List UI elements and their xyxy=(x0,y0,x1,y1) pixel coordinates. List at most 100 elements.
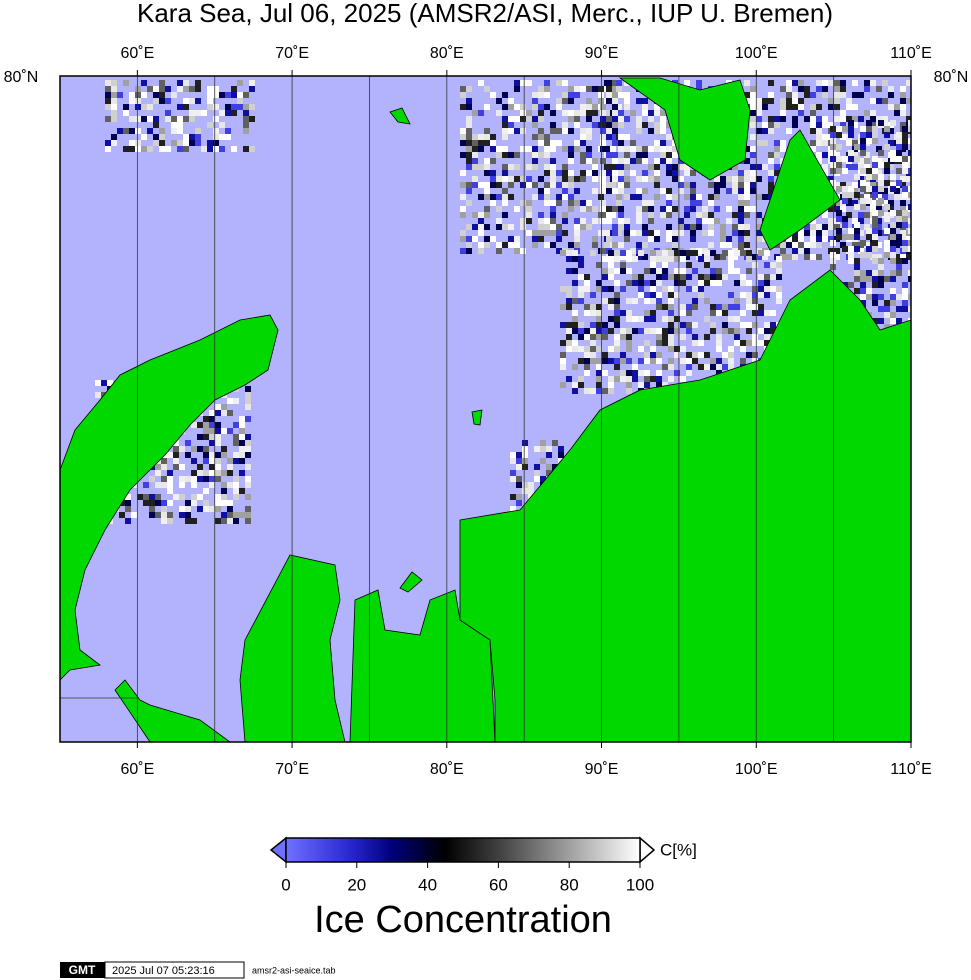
ice-cell xyxy=(744,212,750,218)
ice-cell xyxy=(810,110,816,116)
ice-cell xyxy=(566,322,572,328)
ice-cell xyxy=(239,458,245,464)
ice-cell xyxy=(135,146,141,152)
ice-cell xyxy=(738,218,744,224)
ice-cell xyxy=(686,262,692,268)
ice-cell xyxy=(726,176,732,182)
ice-cell xyxy=(520,116,526,122)
ice-cell xyxy=(231,104,237,110)
ice-cell xyxy=(680,334,686,340)
ice-cell xyxy=(514,116,520,122)
ice-cell xyxy=(466,236,472,242)
ice-cell xyxy=(173,440,179,446)
ice-cell xyxy=(878,294,884,300)
ice-cell xyxy=(155,512,161,518)
ice-cell xyxy=(197,506,203,512)
ice-cell xyxy=(574,122,580,128)
ice-cell xyxy=(828,104,834,110)
ice-cell xyxy=(496,98,502,104)
ice-cell xyxy=(758,310,764,316)
ice-cell xyxy=(606,218,612,224)
ice-cell xyxy=(586,98,592,104)
ice-cell xyxy=(714,176,720,182)
ice-cell xyxy=(656,328,662,334)
ice-cell xyxy=(614,364,620,370)
ice-cell xyxy=(612,158,618,164)
ice-cell xyxy=(209,464,215,470)
ice-cell xyxy=(810,146,816,152)
ice-cell xyxy=(762,140,768,146)
ice-cell xyxy=(720,242,726,248)
ice-cell xyxy=(870,182,876,188)
ice-cell xyxy=(660,110,666,116)
ice-cell xyxy=(472,182,478,188)
ice-cell xyxy=(207,140,213,146)
ice-cell xyxy=(227,428,233,434)
ice-cell xyxy=(774,140,780,146)
ice-cell xyxy=(466,98,472,104)
ice-cell xyxy=(846,104,852,110)
ice-cell xyxy=(654,176,660,182)
ice-cell xyxy=(135,98,141,104)
ice-cell xyxy=(179,494,185,500)
ice-cell xyxy=(738,224,744,230)
ice-cell xyxy=(560,322,566,328)
ice-cell xyxy=(129,92,135,98)
lon-label: 90˚E xyxy=(585,761,619,778)
ice-cell xyxy=(842,198,848,204)
ice-cell xyxy=(526,230,532,236)
ice-cell xyxy=(654,236,660,242)
ice-cell xyxy=(848,150,854,156)
colorbar-tick-label: 0 xyxy=(281,875,290,894)
ice-cell xyxy=(644,358,650,364)
ice-cell xyxy=(249,146,255,152)
ice-cell xyxy=(860,282,866,288)
ice-cell xyxy=(472,212,478,218)
ice-cell xyxy=(750,92,756,98)
ice-cell xyxy=(816,158,822,164)
ice-cell xyxy=(510,476,516,482)
ice-cell xyxy=(600,200,606,206)
ice-cell xyxy=(522,458,528,464)
colorbar-tick-label: 100 xyxy=(626,875,654,894)
ice-cell xyxy=(798,242,804,248)
ice-cell xyxy=(902,216,908,222)
ice-cell xyxy=(734,328,740,334)
ice-cell xyxy=(828,224,834,230)
ice-cell xyxy=(744,170,750,176)
ice-cell xyxy=(117,128,123,134)
ice-cell xyxy=(668,286,674,292)
ice-cell xyxy=(902,162,908,168)
map-area xyxy=(60,76,911,742)
ice-cell xyxy=(167,488,173,494)
ice-cell xyxy=(816,236,822,242)
ice-cell xyxy=(534,470,540,476)
ice-cell xyxy=(596,316,602,322)
ice-cell xyxy=(165,86,171,92)
ice-cell xyxy=(568,128,574,134)
ice-cell xyxy=(538,140,544,146)
ice-cell xyxy=(674,346,680,352)
vaygach-island xyxy=(114,679,231,742)
ice-cell xyxy=(197,464,203,470)
ice-cell xyxy=(568,182,574,188)
ice-cell xyxy=(484,128,490,134)
ice-cell xyxy=(636,122,642,128)
ice-cell xyxy=(616,86,622,92)
ice-cell xyxy=(560,340,566,346)
ice-cell xyxy=(173,464,179,470)
ice-cell xyxy=(167,482,173,488)
ice-cell xyxy=(656,340,662,346)
ice-cell xyxy=(568,146,574,152)
ice-cell xyxy=(572,316,578,322)
ice-cell xyxy=(872,174,878,180)
ice-cell xyxy=(243,110,249,116)
ice-cell xyxy=(177,146,183,152)
ice-cell xyxy=(600,188,606,194)
ice-cell xyxy=(466,188,472,194)
ice-cell xyxy=(460,194,466,200)
ice-cell xyxy=(516,458,522,464)
ice-cell xyxy=(183,104,189,110)
ice-cell xyxy=(878,276,884,282)
ice-cell xyxy=(728,304,734,310)
